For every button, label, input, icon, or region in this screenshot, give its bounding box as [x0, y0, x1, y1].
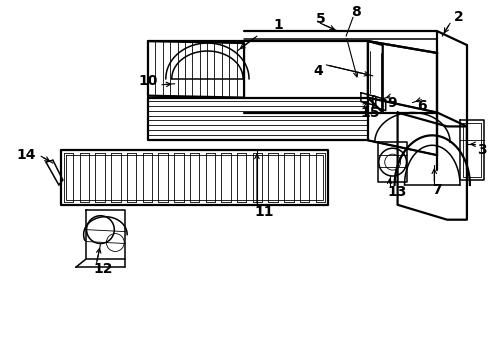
Text: 10: 10 [139, 74, 158, 88]
Text: 7: 7 [432, 183, 442, 197]
Text: 15: 15 [360, 105, 379, 120]
Text: 1: 1 [274, 18, 284, 32]
Text: 14: 14 [17, 148, 36, 162]
Text: 4: 4 [314, 64, 323, 78]
Text: 3: 3 [477, 143, 487, 157]
Text: 11: 11 [254, 205, 273, 219]
Text: 12: 12 [94, 262, 113, 276]
Text: 9: 9 [388, 96, 397, 109]
Text: 5: 5 [317, 12, 326, 26]
Text: 6: 6 [417, 99, 427, 113]
Text: 8: 8 [351, 5, 361, 19]
Text: 13: 13 [388, 185, 407, 199]
Text: 2: 2 [454, 10, 464, 24]
